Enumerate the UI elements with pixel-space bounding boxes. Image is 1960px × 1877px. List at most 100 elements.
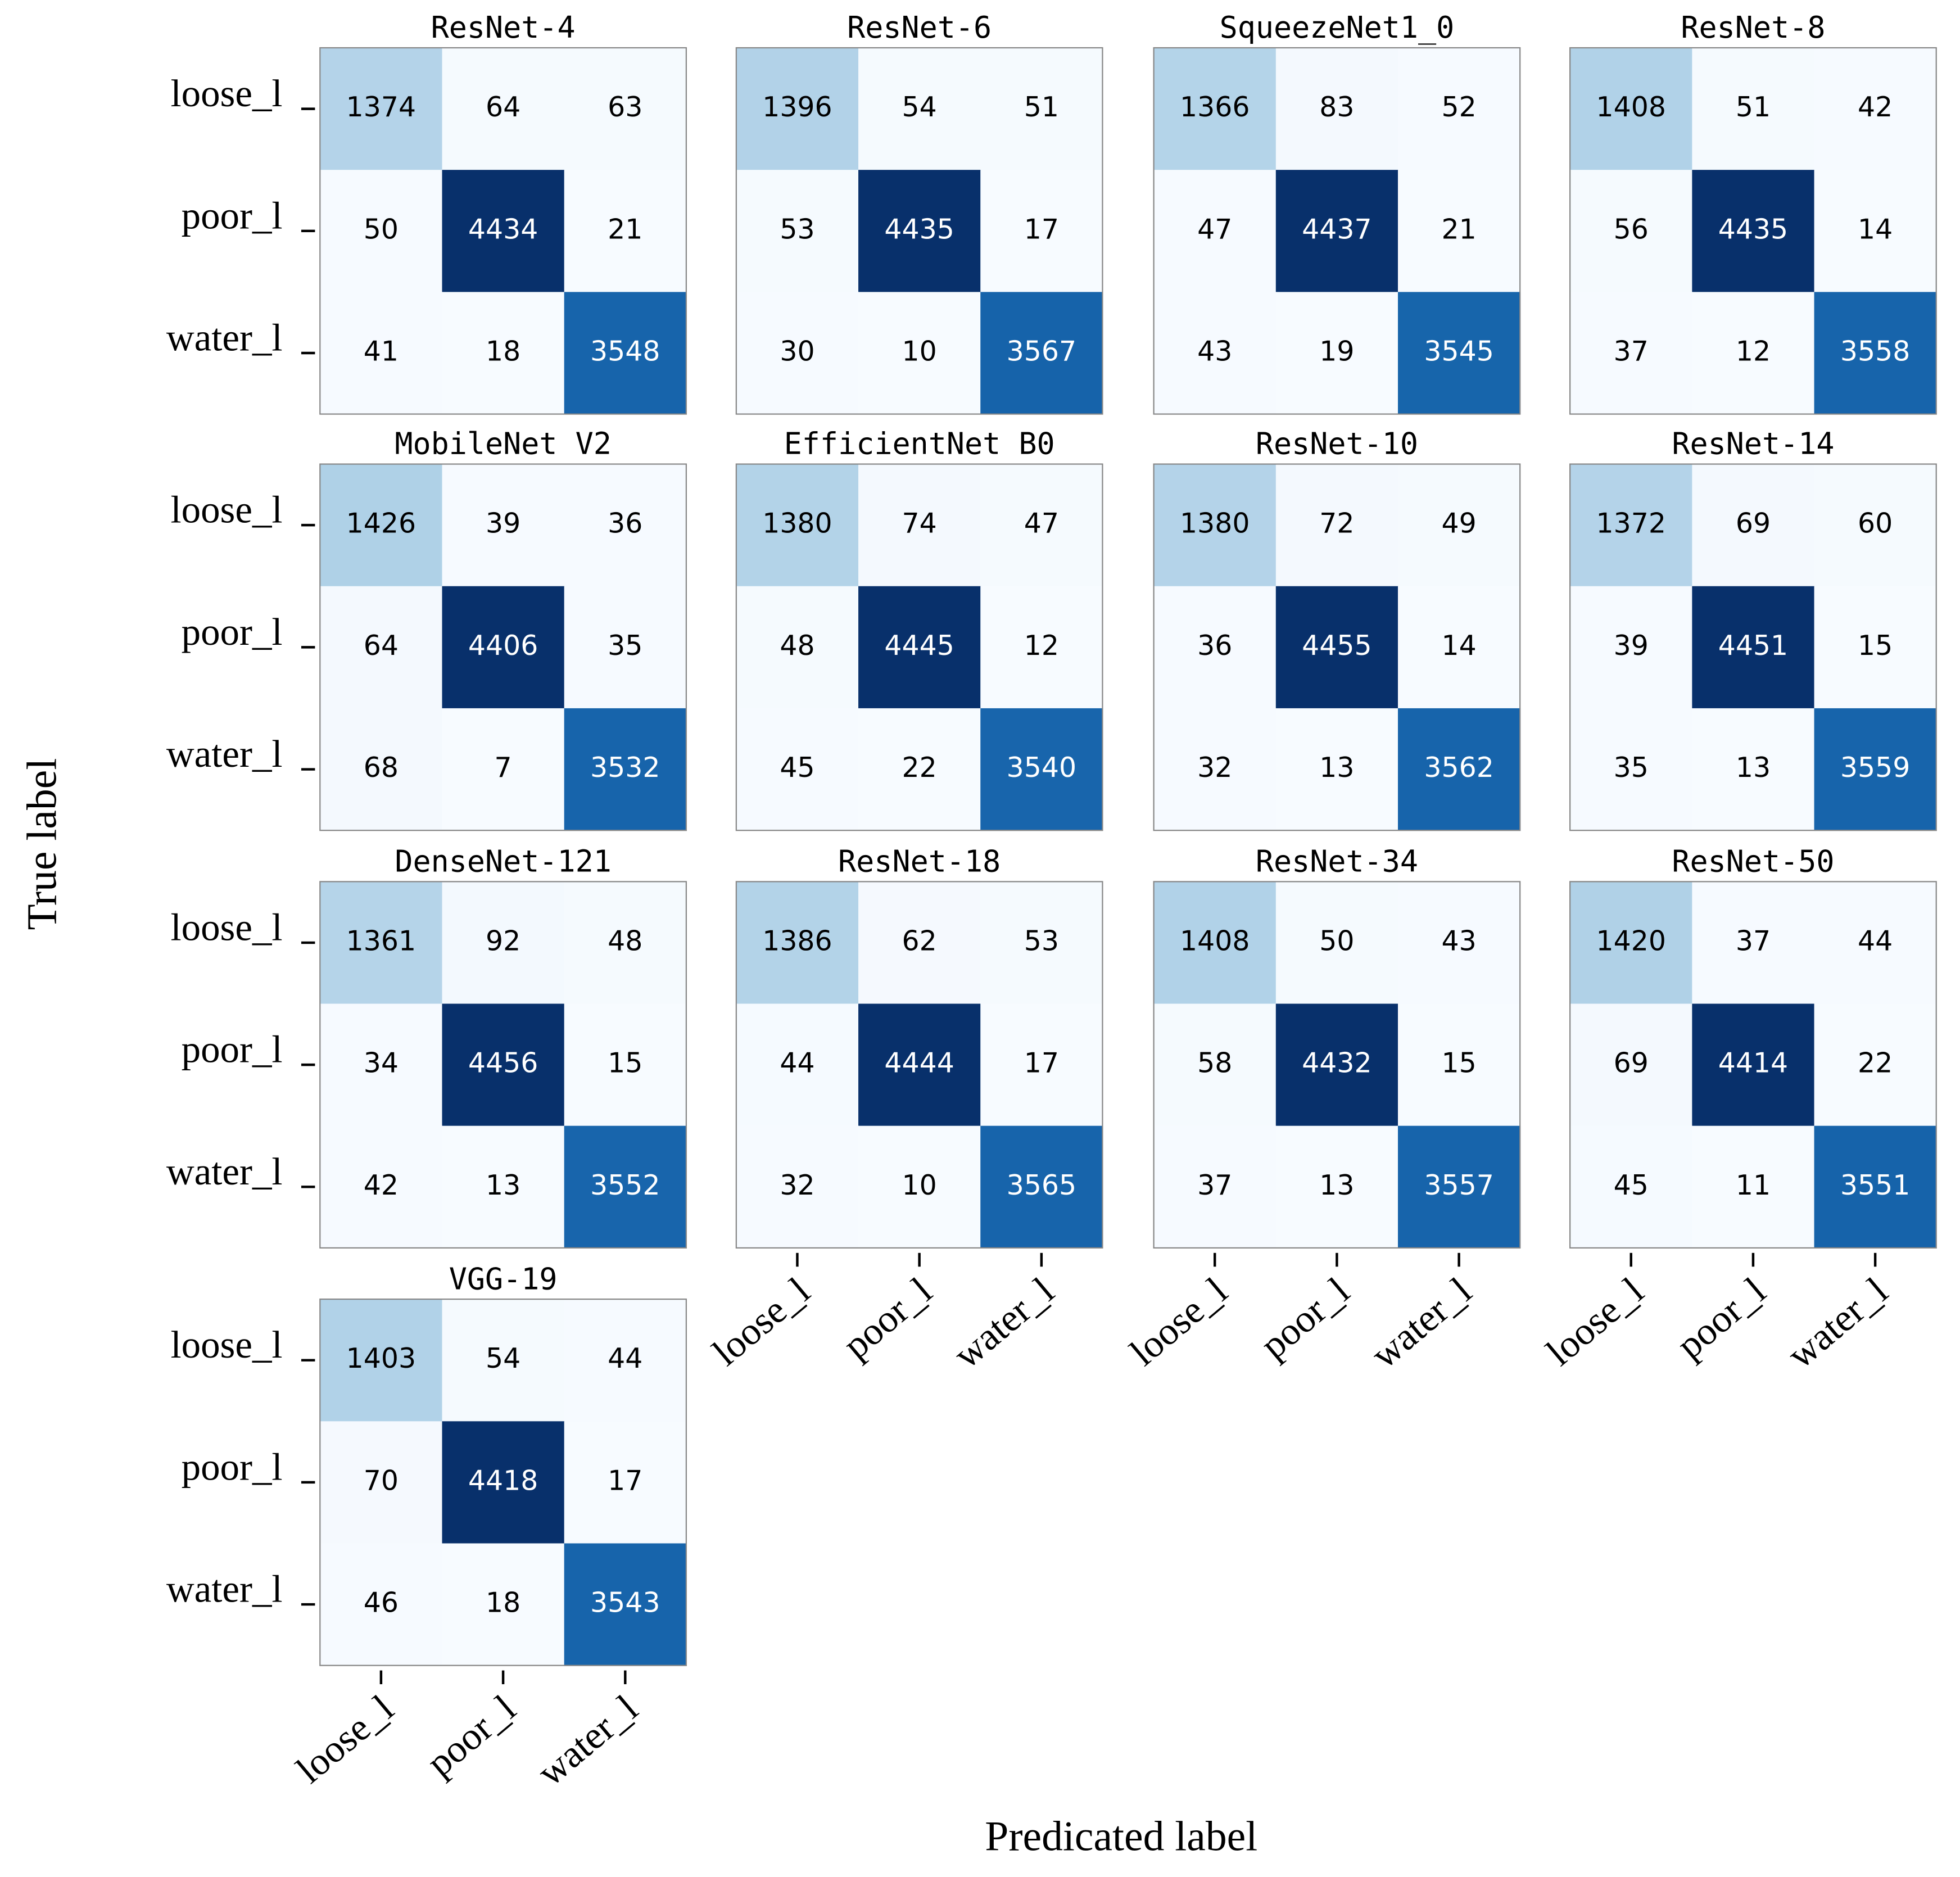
heatmap-cell — [1692, 464, 1815, 587]
cell-label: 7 — [495, 752, 512, 784]
cell-label: 17 — [1024, 213, 1059, 245]
cell-label: 4445 — [884, 630, 954, 662]
heatmap-cell — [1398, 1125, 1521, 1249]
cell-label: 3552 — [590, 1169, 660, 1201]
cell-label: 63 — [608, 91, 642, 123]
cell-label: 69 — [1614, 1047, 1649, 1079]
heatmap-cell — [1814, 292, 1937, 415]
cell-label: 4456 — [468, 1047, 538, 1079]
cell-label: 56 — [1614, 213, 1649, 245]
cell-label: 21 — [1441, 213, 1476, 245]
panel-frame — [319, 47, 687, 415]
x-tick-label: water_l — [1363, 1269, 1479, 1377]
heatmap-cell — [564, 1543, 687, 1666]
heatmap-cell — [320, 1003, 443, 1127]
cell-label: 37 — [1197, 1169, 1232, 1201]
cell-label: 36 — [1197, 630, 1232, 662]
panel-title: ResNet-8 — [1681, 10, 1825, 45]
panel-title: ResNet-14 — [1672, 426, 1834, 462]
heatmap-cell — [1153, 48, 1277, 171]
cell-label: 4444 — [884, 1047, 954, 1079]
heatmap-cell — [1398, 48, 1521, 171]
cell-label: 72 — [1319, 508, 1354, 540]
panel-frame — [319, 1298, 687, 1666]
cell-label: 30 — [780, 335, 814, 367]
cell-label: 49 — [1441, 508, 1476, 540]
panel: ResNet-4 1374 64 63 50 4434 21 41 18 3548 loose_lp… — [166, 10, 687, 415]
heatmap-cell — [1275, 586, 1398, 709]
heatmap-cell — [442, 292, 565, 415]
cell-label: 45 — [1614, 1169, 1649, 1201]
cell-label: 43 — [1441, 925, 1476, 957]
heatmap-cell — [736, 881, 859, 1005]
cell-label: 54 — [902, 91, 937, 123]
heatmap-cell — [1153, 292, 1277, 415]
cell-label: 1408 — [1596, 91, 1666, 123]
heatmap-cell — [736, 292, 859, 415]
heatmap-cell — [858, 1003, 981, 1127]
heatmap-cell — [1570, 292, 1693, 415]
panel: MobileNet V2 1426 39 36 64 4406 35 68 7 3532 loose… — [166, 426, 687, 831]
heatmap-cell — [564, 708, 687, 831]
panel: ResNet-8 1408 51 42 56 4435 14 37 12 3558 — [1569, 10, 1937, 415]
panel-frame — [1569, 463, 1937, 831]
cell-label: 51 — [1736, 91, 1771, 123]
cell-label: 4434 — [468, 213, 538, 245]
cell-label: 4435 — [1718, 213, 1788, 245]
heatmap-cell — [980, 170, 1103, 293]
heatmap-cell — [1692, 170, 1815, 293]
cell-label: 47 — [1197, 213, 1232, 245]
heatmap-cell — [736, 1125, 859, 1249]
cell-label: 60 — [1858, 508, 1893, 540]
cell-label: 50 — [1319, 925, 1354, 957]
heatmap-cell — [1692, 586, 1815, 709]
cell-label: 62 — [902, 925, 937, 957]
heatmap-cell — [564, 1421, 687, 1544]
y-tick-label: water_l — [166, 316, 283, 359]
heatmap-cell — [564, 292, 687, 415]
panel-frame — [319, 881, 687, 1249]
heatmap-cell — [980, 708, 1103, 831]
cell-label: 41 — [364, 335, 399, 367]
heatmap-cell — [320, 1125, 443, 1249]
cell-label: 46 — [364, 1587, 399, 1619]
x-tick-label: water_l — [1779, 1269, 1895, 1377]
cell-label: 50 — [364, 213, 399, 245]
cell-label: 3540 — [1007, 752, 1076, 784]
cell-label: 11 — [1736, 1169, 1771, 1201]
heatmap-cell — [1398, 881, 1521, 1005]
heatmap-cell — [320, 1299, 443, 1422]
heatmap-cell — [442, 1125, 565, 1249]
heatmap-cell — [564, 48, 687, 171]
heatmap-cell — [858, 881, 981, 1005]
heatmap-cell — [980, 881, 1103, 1005]
panel: SqueezeNet1_0 1366 83 52 47 4437 21 43 19 3545 — [1153, 10, 1521, 415]
heatmap-cell — [320, 881, 443, 1005]
heatmap-cell — [320, 586, 443, 709]
heatmap-cell — [1153, 170, 1277, 293]
y-tick-label: poor_l — [182, 194, 283, 237]
panel: ResNet-6 1396 54 51 53 4435 17 30 10 3567 — [735, 10, 1103, 415]
y-tick-label: loose_l — [170, 906, 282, 948]
heatmap-cell — [1275, 170, 1398, 293]
heatmap-cell — [1398, 1003, 1521, 1127]
heatmap-cell — [320, 48, 443, 171]
cell-label: 44 — [780, 1047, 814, 1079]
cell-label: 15 — [1858, 630, 1893, 662]
heatmap-cell — [1814, 586, 1937, 709]
heatmap-cell — [1153, 708, 1277, 831]
cell-label: 15 — [1441, 1047, 1476, 1079]
cell-label: 34 — [364, 1047, 399, 1079]
heatmap-cell — [1398, 170, 1521, 293]
panel-title: ResNet-10 — [1256, 426, 1418, 462]
heatmap-cell — [980, 1003, 1103, 1127]
heatmap-cell — [1692, 881, 1815, 1005]
cell-label: 10 — [902, 335, 937, 367]
y-tick-label: water_l — [166, 1150, 283, 1193]
cell-label: 4414 — [1718, 1047, 1788, 1079]
cell-label: 53 — [780, 213, 814, 245]
cell-label: 1361 — [346, 925, 416, 957]
x-tick-label: poor_l — [835, 1269, 940, 1367]
heatmap-cell — [1153, 1003, 1277, 1127]
heatmap-cell — [564, 1003, 687, 1127]
